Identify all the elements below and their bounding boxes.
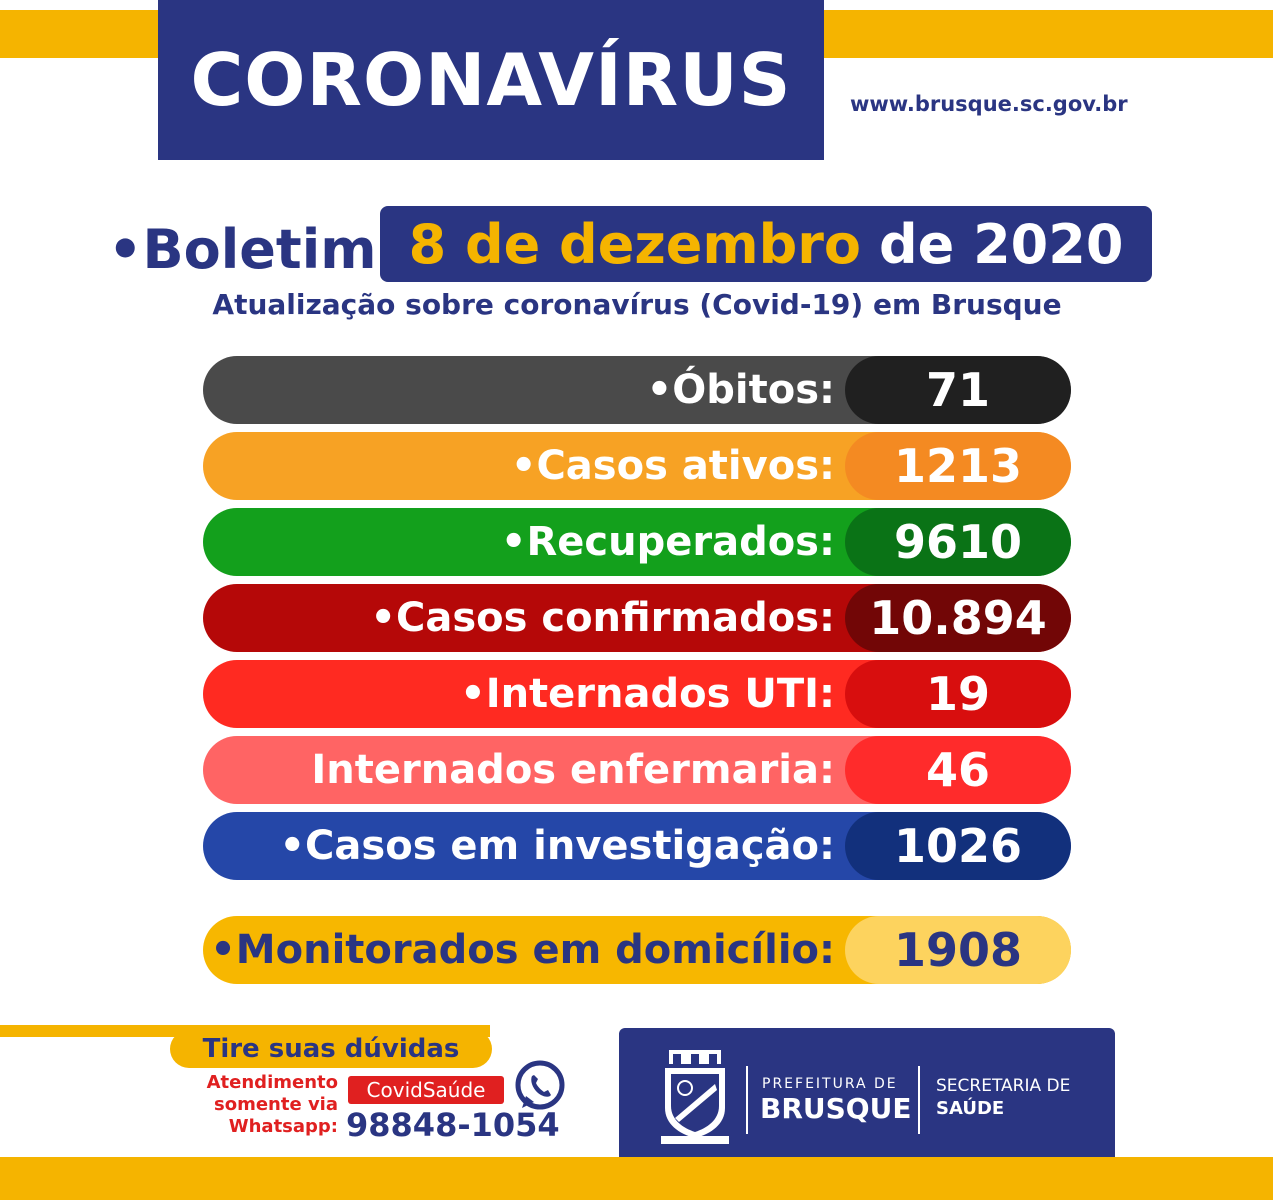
stat-value: 9610 <box>845 508 1071 576</box>
stat-row: •Casos confirmados: 10.894 <box>203 584 1071 652</box>
date-year: de 2020 <box>879 212 1124 276</box>
bottom-yellow-bar <box>0 1157 1273 1200</box>
stat-value: 1026 <box>845 812 1071 880</box>
stat-value: 1908 <box>845 916 1071 984</box>
stat-row: •Internados UTI: 19 <box>203 660 1071 728</box>
bulletin-label: •Boletim <box>108 217 377 281</box>
stat-label: •Monitorados em domicílio: <box>210 927 835 973</box>
stat-value: 10.894 <box>845 584 1071 652</box>
covid-saude-tag: CovidSaúde <box>348 1076 504 1104</box>
stat-label: •Casos ativos: <box>510 443 835 489</box>
stat-label: •Casos confirmados: <box>370 595 835 641</box>
stat-row: •Casos ativos: 1213 <box>203 432 1071 500</box>
date-banner: 8 de dezembro de 2020 <box>380 206 1152 282</box>
stat-value: 1213 <box>845 432 1071 500</box>
website-url: www.brusque.sc.gov.br <box>850 92 1128 116</box>
stat-label: •Casos em investigação: <box>279 823 835 869</box>
title-banner: CORONAVÍRUS <box>158 0 824 160</box>
service-note: Atendimento somente via Whatsapp: <box>196 1072 338 1138</box>
stat-label: •Recuperados: <box>500 519 835 565</box>
service-note-line: Atendimento <box>206 1072 338 1093</box>
whatsapp-icon <box>515 1060 565 1110</box>
secretaria-label: SECRETARIA DE <box>936 1076 1071 1096</box>
stat-row: •Óbitos: 71 <box>203 356 1071 424</box>
service-note-line: somente via <box>214 1094 338 1115</box>
stat-label: Internados enfermaria: <box>311 747 835 793</box>
stat-label: •Óbitos: <box>646 367 835 413</box>
stat-label: •Internados UTI: <box>460 671 835 717</box>
page-title: CORONAVÍRUS <box>190 38 792 122</box>
stat-row: •Casos em investigação: 1026 <box>203 812 1071 880</box>
stat-row: Internados enfermaria: 46 <box>203 736 1071 804</box>
brusque-label: BRUSQUE <box>760 1092 912 1125</box>
stat-row: •Recuperados: 9610 <box>203 508 1071 576</box>
questions-banner: Tire suas dúvidas <box>170 1030 492 1068</box>
bulletin-subtitle: Atualização sobre coronavírus (Covid-19)… <box>212 288 1062 321</box>
saude-label: SAÚDE <box>936 1098 1005 1119</box>
stat-row-monitored: •Monitorados em domicílio: 1908 <box>203 916 1071 984</box>
whatsapp-phone[interactable]: 98848-1054 <box>346 1106 560 1144</box>
logo-divider <box>746 1066 748 1134</box>
stat-value: 71 <box>845 356 1071 424</box>
date-highlight: 8 de dezembro <box>408 212 862 276</box>
prefeitura-label: PREFEITURA DE <box>762 1076 898 1092</box>
stat-value: 46 <box>845 736 1071 804</box>
brusque-crest-icon <box>661 1050 729 1144</box>
service-note-line: Whatsapp: <box>228 1116 338 1137</box>
stat-value: 19 <box>845 660 1071 728</box>
logo-divider <box>918 1066 920 1134</box>
